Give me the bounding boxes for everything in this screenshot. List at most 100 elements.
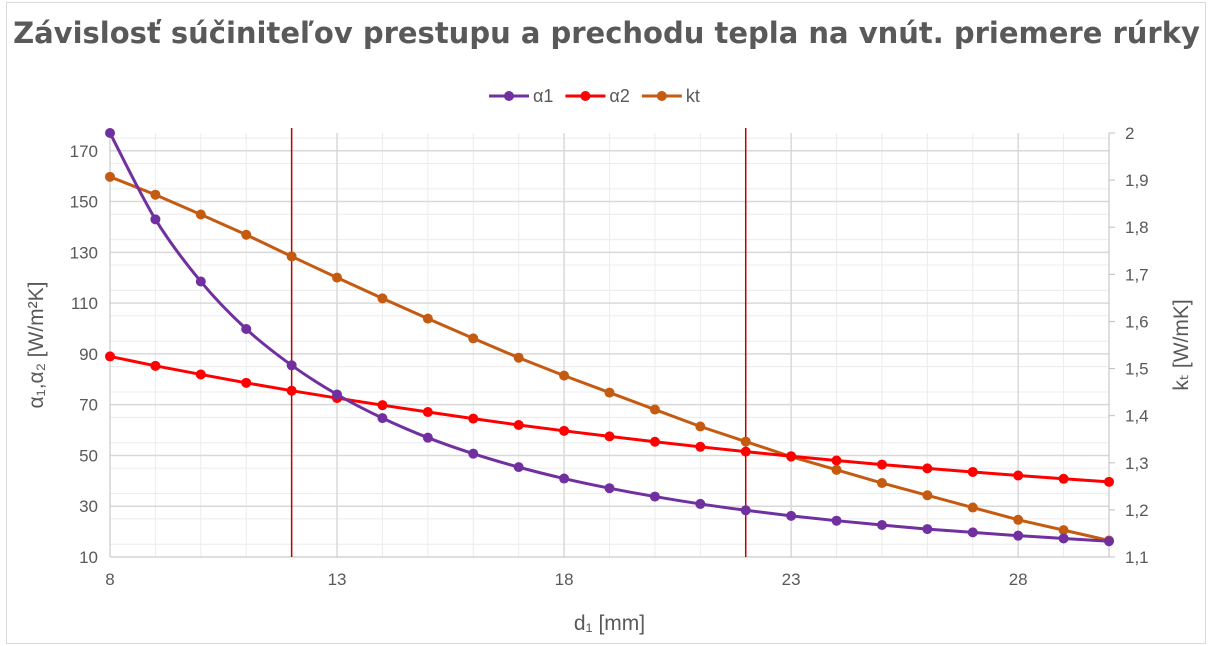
x-tick-label: 28	[1009, 570, 1028, 589]
data-point-α2	[513, 419, 524, 430]
y-tick-label: 30	[79, 497, 98, 516]
data-point-α1	[786, 510, 797, 521]
x-tick-label: 13	[328, 570, 347, 589]
y-tick-label: 50	[79, 446, 98, 465]
data-point-kt	[377, 293, 388, 304]
data-point-α2	[422, 407, 433, 418]
y-tick-label: 90	[79, 345, 98, 364]
legend-label-α1: α1	[533, 86, 553, 106]
data-point-α1	[377, 413, 388, 424]
data-point-kt	[649, 404, 660, 415]
x-tick-label: 23	[782, 570, 801, 589]
data-point-α1	[105, 128, 115, 138]
y-tick-label: 110	[71, 294, 98, 313]
data-point-kt	[1058, 525, 1069, 536]
data-point-α1	[876, 520, 887, 531]
data-point-α1	[195, 276, 206, 287]
y2-tick-label: 1,4	[1125, 407, 1149, 426]
data-point-α1	[695, 498, 706, 509]
data-point-α2	[105, 351, 115, 362]
legend-label-kt: kt	[686, 86, 700, 106]
y2-tick-label: 1,6	[1125, 312, 1149, 331]
data-point-kt	[241, 229, 252, 240]
y2-tick-label: 1,9	[1125, 171, 1149, 190]
data-point-α2	[922, 463, 933, 474]
data-point-α1	[967, 527, 978, 538]
y2-tick-label: 1,1	[1125, 548, 1149, 567]
data-point-α2	[241, 377, 252, 388]
series-line-α1	[108, 132, 1110, 543]
data-point-kt	[831, 464, 842, 475]
data-point-α2	[831, 455, 842, 466]
data-point-α2	[740, 446, 751, 457]
y-tick-label: 170	[70, 142, 98, 161]
y-axis-title: α₁,α₂ [W/m²K]	[25, 281, 48, 408]
data-point-kt	[513, 352, 524, 363]
data-point-α2	[150, 360, 161, 371]
data-point-kt	[922, 490, 933, 501]
y-tick-label: 130	[70, 243, 98, 262]
y2-tick-label: 1,3	[1125, 454, 1149, 473]
data-point-α2	[876, 459, 887, 470]
legend-label-α2: α2	[609, 86, 629, 106]
data-point-α2	[786, 451, 797, 462]
data-point-α2	[649, 436, 660, 447]
data-point-α2	[286, 385, 297, 396]
x-tick-label: 18	[555, 570, 574, 589]
y2-axis-title: kₜ [W/mK]	[1170, 299, 1193, 390]
data-point-kt	[967, 502, 978, 513]
x-tick-label: 8	[105, 570, 114, 589]
data-point-α1	[1058, 533, 1069, 544]
data-point-α2	[377, 400, 388, 411]
chart-frame	[6, 2, 1206, 644]
data-point-α2	[967, 466, 978, 477]
data-point-kt	[740, 436, 751, 447]
data-point-α2	[195, 369, 206, 380]
chart-title: Závislosť súčiniteľov prestupu a prechod…	[13, 16, 1200, 50]
data-point-α1	[559, 473, 570, 484]
data-point-α2	[468, 413, 479, 424]
data-point-α2	[695, 441, 706, 452]
data-point-α1	[740, 505, 751, 516]
y-tick-label: 10	[79, 548, 98, 567]
data-point-α1	[241, 324, 252, 335]
data-point-α1	[513, 462, 524, 473]
data-point-α2	[1058, 473, 1069, 484]
y2-tick-label: 1,8	[1125, 218, 1149, 237]
data-point-kt	[422, 313, 433, 324]
legend-marker-α1	[504, 91, 514, 101]
data-point-kt	[559, 370, 570, 381]
data-point-α2	[1013, 470, 1024, 481]
data-point-kt	[876, 478, 887, 489]
legend-marker-α2	[580, 91, 591, 101]
legend-marker-kt	[656, 91, 667, 101]
data-point-kt	[468, 333, 479, 344]
y2-tick-label: 1,7	[1125, 265, 1149, 284]
x-axis-title: d₁ [mm]	[574, 612, 645, 635]
data-point-kt	[332, 272, 343, 283]
y2-tick-label: 1,2	[1125, 501, 1149, 520]
data-point-α1	[1013, 530, 1024, 541]
data-point-α2	[1104, 476, 1114, 487]
data-point-kt	[604, 387, 615, 398]
data-point-kt	[195, 209, 206, 220]
y2-tick-label: 2	[1125, 124, 1134, 143]
y-tick-label: 70	[79, 396, 98, 415]
y-tick-label: 150	[70, 193, 98, 212]
data-point-α1	[286, 360, 297, 371]
y2-tick-label: 1,5	[1125, 360, 1149, 379]
data-point-α1	[422, 432, 433, 443]
data-point-α1	[649, 491, 660, 502]
data-point-α1	[1104, 536, 1114, 547]
data-point-α1	[604, 483, 615, 494]
data-point-α1	[831, 515, 842, 526]
data-point-α1	[922, 524, 933, 535]
data-point-kt	[1013, 514, 1024, 525]
data-point-kt	[150, 189, 161, 200]
data-point-kt	[105, 171, 115, 182]
data-point-α1	[468, 448, 479, 459]
data-point-α2	[604, 431, 615, 442]
data-point-kt	[695, 421, 706, 432]
